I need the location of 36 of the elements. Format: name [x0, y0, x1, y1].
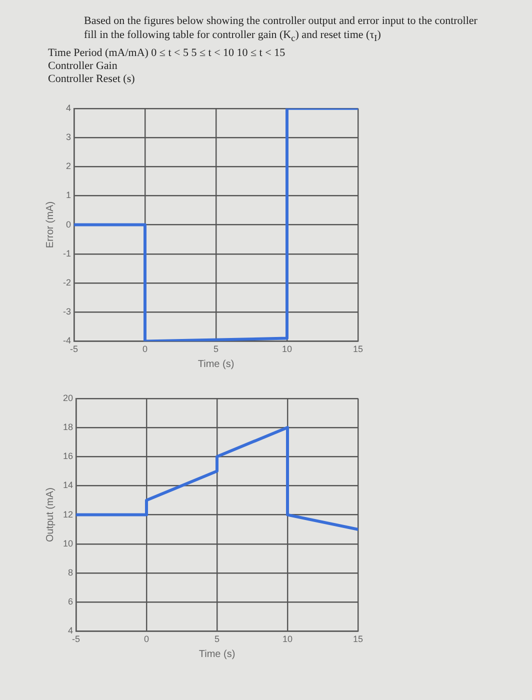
- x-axis-title: Time (s): [198, 648, 236, 660]
- y-axis-title: Output (mA): [44, 488, 56, 542]
- y-tick-label: 16: [62, 451, 74, 462]
- y-tick-label: 4: [68, 626, 74, 636]
- y-tick-label: -1: [62, 248, 71, 258]
- chart-title: Based on the figures below showing the controller output and error input to the controller fill in the following table for controller gain (K$_{c}$) and reset time (τ$_{I}$): [84, 14, 478, 46]
- x-tick-label: 0: [144, 634, 150, 644]
- y-tick-label: -3: [62, 306, 71, 317]
- x-tick-label: 15: [352, 634, 364, 644]
- x-tick-label: 10: [282, 634, 293, 644]
- y-tick-label: -4: [62, 336, 71, 346]
- y-tick-label: 3: [66, 132, 71, 142]
- y-tick-label: 14: [62, 480, 74, 490]
- y-tick-label: 8: [68, 567, 74, 578]
- text: Controller Reset (s): [48, 73, 136, 86]
- x-tick-label: -5: [70, 344, 78, 354]
- y-tick-label: 10: [62, 538, 74, 548]
- y-tick-label: 1: [66, 190, 71, 200]
- y-tick-label: 18: [62, 422, 74, 432]
- y-tick-label: -2: [62, 277, 71, 288]
- text: Time Period (mA/mA) 0 ≤ t < 5 5 ≤ t < 10 10 ≤ t < 15: [48, 47, 286, 60]
- x-tick-label: 5: [214, 634, 220, 644]
- x-tick-label: 15: [352, 344, 364, 354]
- x-tick-label: 10: [282, 344, 292, 354]
- text: Controller Gain: [48, 60, 118, 72]
- y-tick-label: 0: [66, 219, 71, 230]
- y-tick-label: 12: [62, 509, 74, 520]
- y-tick-label: 4: [66, 102, 71, 113]
- y-tick-label: 20: [62, 392, 74, 403]
- y-tick-label: 6: [68, 596, 74, 607]
- x-tick-label: 0: [142, 344, 148, 354]
- y-tick-label: 2: [66, 161, 71, 172]
- x-tick-label: -5: [72, 634, 80, 644]
- y-axis-title: Error (mA): [44, 201, 56, 248]
- x-axis-title: Time (s): [198, 358, 234, 370]
- x-tick-label: 5: [213, 344, 219, 354]
